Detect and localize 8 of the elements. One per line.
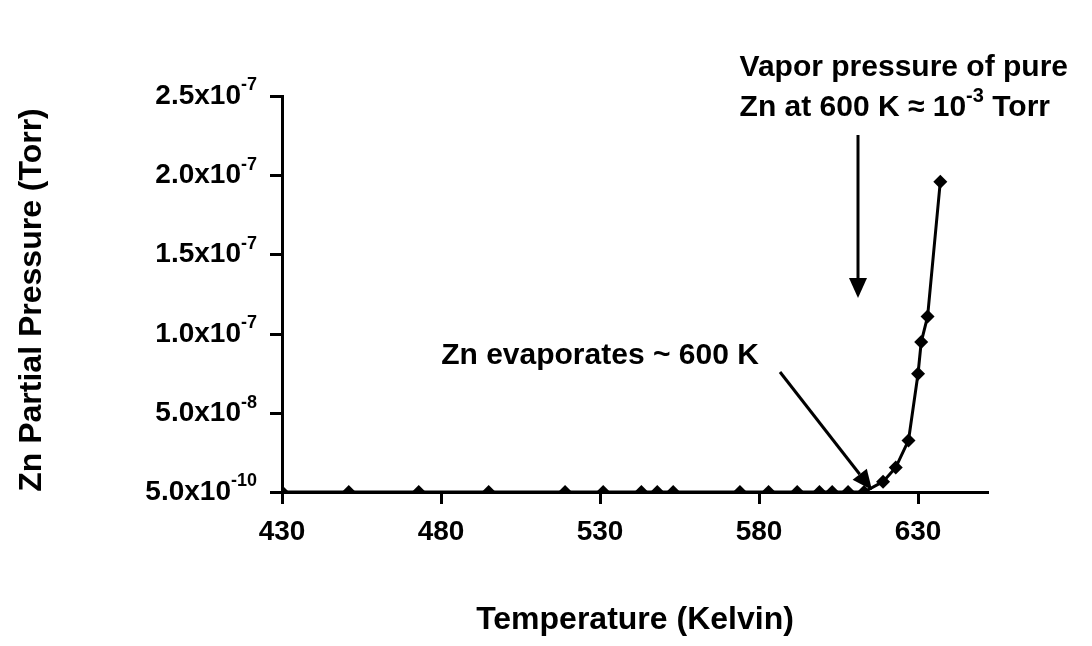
- x-tick-label: 480: [417, 514, 465, 546]
- x-tick-label: 530: [576, 514, 624, 546]
- annotation: Zn evaporates ~ 600 K: [441, 337, 760, 371]
- x-axis-title: Temperature (Kelvin): [476, 599, 794, 636]
- x-tick-label: 430: [258, 514, 306, 546]
- x-tick-label: 580: [735, 514, 783, 546]
- x-tick-label: 630: [894, 514, 942, 546]
- y-axis-title: Zn Partial Pressure (Torr): [11, 108, 48, 492]
